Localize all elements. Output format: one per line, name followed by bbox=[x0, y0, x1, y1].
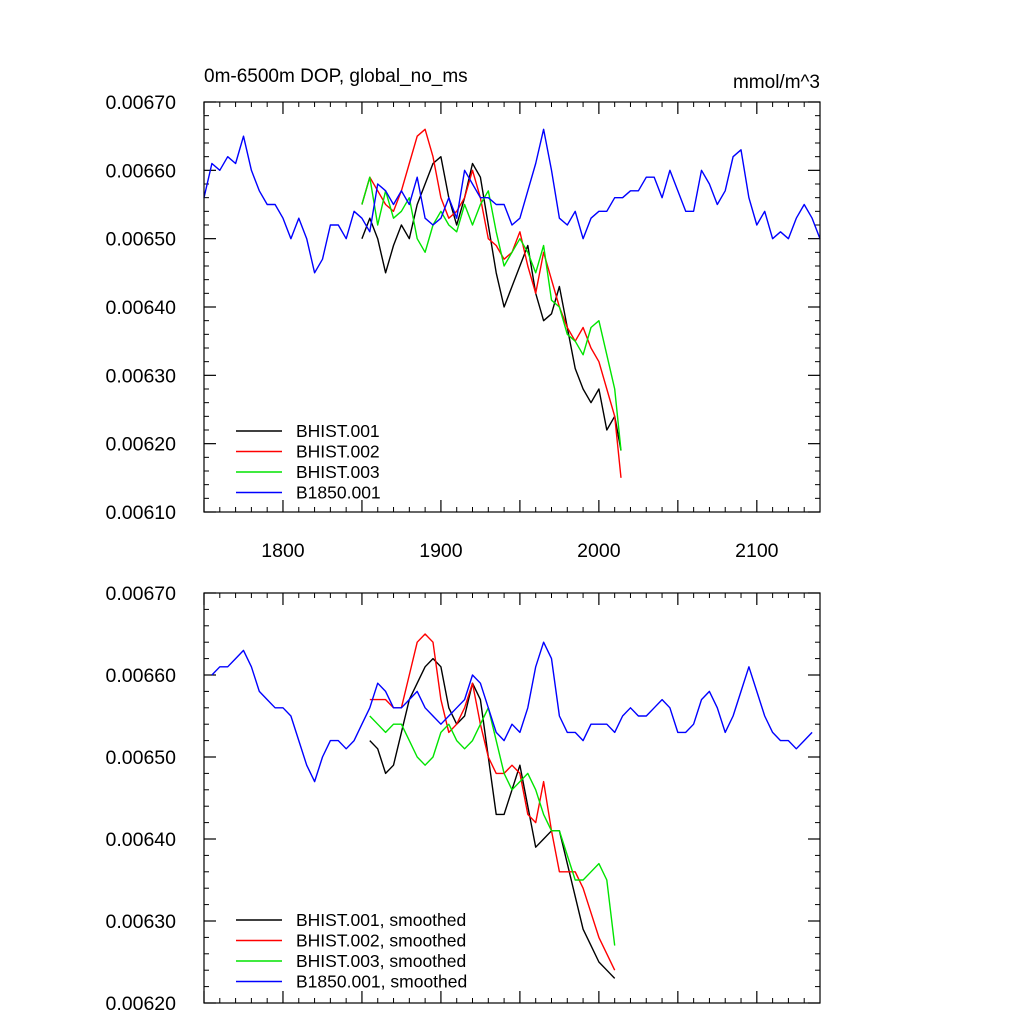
y-tick-label: 0.00640 bbox=[106, 829, 177, 851]
top-panel: 0m-6500m DOP, global_no_ms mmol/m^3 0.00… bbox=[106, 66, 821, 562]
x-tick-label: 2000 bbox=[577, 540, 621, 562]
legend-label: BHIST.002 bbox=[296, 442, 380, 462]
x-tick-label: 1900 bbox=[419, 540, 463, 562]
series-line-1 bbox=[361, 128, 622, 478]
chart-title: 0m-6500m DOP, global_no_ms bbox=[204, 66, 468, 87]
y-tick-label: 0.00660 bbox=[106, 160, 177, 182]
y-tick-label: 0.00650 bbox=[106, 747, 177, 769]
y-tick-label: 0.00650 bbox=[106, 229, 177, 251]
bottom-axis-ticks bbox=[203, 592, 821, 1004]
y-tick-label: 0.00640 bbox=[106, 297, 177, 319]
y-tick-label: 0.00630 bbox=[106, 365, 177, 387]
x-tick-label: 1800 bbox=[261, 540, 305, 562]
y-tick-label: 0.00610 bbox=[106, 502, 177, 524]
series-line-1 bbox=[369, 633, 616, 971]
legend-label: BHIST.003, smoothed bbox=[296, 951, 466, 971]
legend-label: B1850.001 bbox=[296, 483, 381, 503]
y-tick-label: 0.00620 bbox=[106, 434, 177, 456]
series-line-3 bbox=[211, 641, 813, 783]
top-x-tick-labels: 1800 1900 2000 2100 bbox=[261, 540, 778, 562]
bottom-plot-frame bbox=[203, 592, 821, 1004]
legend-label: BHIST.003 bbox=[296, 462, 380, 482]
top-plot-frame bbox=[203, 101, 821, 513]
units-label: mmol/m^3 bbox=[733, 72, 820, 93]
legend-label: B1850.001, smoothed bbox=[296, 972, 467, 992]
series-line-2 bbox=[369, 707, 616, 946]
series-line-2 bbox=[361, 176, 622, 451]
bottom-y-tick-labels: 0.00620 0.00630 0.00640 0.00650 0.00660 0.006… bbox=[106, 583, 177, 1015]
y-tick-label: 0.00670 bbox=[106, 583, 177, 605]
y-tick-label: 0.00670 bbox=[106, 92, 177, 114]
bottom-series-lines bbox=[211, 633, 813, 979]
x-tick-label: 2100 bbox=[735, 540, 779, 562]
series-line-0 bbox=[361, 155, 622, 451]
top-axis-ticks bbox=[203, 101, 821, 513]
top-y-tick-labels: 0.00610 0.00620 0.00630 0.00640 0.00650 0.006… bbox=[106, 92, 177, 524]
series-line-3 bbox=[203, 128, 821, 274]
top-series-lines bbox=[203, 128, 821, 478]
y-tick-label: 0.00630 bbox=[106, 911, 177, 933]
y-tick-label: 0.00620 bbox=[106, 993, 177, 1015]
legend-label: BHIST.002, smoothed bbox=[296, 931, 466, 951]
legend-label: BHIST.001, smoothed bbox=[296, 910, 466, 930]
series-line-0 bbox=[369, 657, 616, 979]
y-tick-label: 0.00660 bbox=[106, 665, 177, 687]
legend-label: BHIST.001 bbox=[296, 421, 380, 441]
bottom-panel: 0.00620 0.00630 0.00640 0.00650 0.00660 0.006… bbox=[106, 583, 821, 1015]
